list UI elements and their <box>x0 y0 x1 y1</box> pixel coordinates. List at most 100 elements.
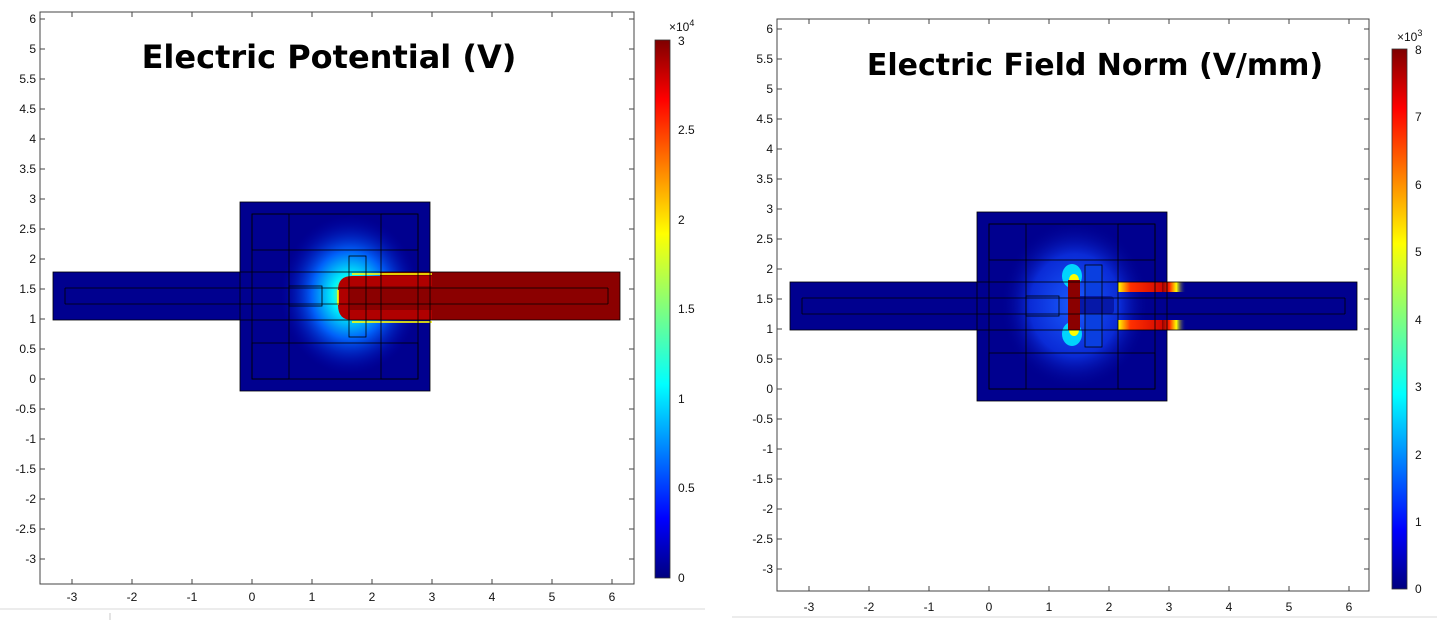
y-tick: 4 <box>29 132 36 146</box>
y-tick: -1.5 <box>752 472 773 486</box>
y-tick: 0.5 <box>19 342 36 356</box>
x-tick: 3 <box>1166 600 1173 614</box>
colorbar-tick: 6 <box>1415 178 1422 192</box>
colorbar-tick: 2.5 <box>678 123 695 137</box>
colorbar-tick: 0 <box>1415 582 1422 596</box>
colorbar-gradient <box>1391 48 1408 590</box>
colorbar: ×103 8 7 6 5 4 3 2 1 0 <box>1391 28 1422 596</box>
y-tick: -2.5 <box>15 522 36 536</box>
x-axis: -3 -2 -1 0 1 2 3 4 5 6 <box>804 19 1353 614</box>
y-tick: -1 <box>762 442 773 456</box>
hot-strip-top <box>1118 282 1168 292</box>
colorbar-exponent: ×104 <box>669 18 694 34</box>
x-tick-marks <box>71 12 613 584</box>
colorbar-tick: 1 <box>678 392 685 406</box>
colorbar-tick: 1 <box>1415 515 1422 529</box>
disc-neck <box>1080 296 1114 314</box>
y-tick: 3 <box>29 192 36 206</box>
x-tick: 6 <box>609 590 616 604</box>
y-tick: 0 <box>766 382 773 396</box>
x-tick: -2 <box>127 590 138 604</box>
colorbar-tick: 8 <box>1415 43 1422 57</box>
field-norm-map <box>789 211 1358 402</box>
y-tick: -1.5 <box>15 462 36 476</box>
hot-disc <box>1068 280 1080 330</box>
y-tick: 2.5 <box>756 232 773 246</box>
y-tick-marks <box>777 28 1369 570</box>
y-tick: 5 <box>766 82 773 96</box>
cup-electrode <box>338 276 432 320</box>
colorbar-gradient <box>654 39 671 579</box>
y-tick: -0.5 <box>15 402 36 416</box>
x-tick: 2 <box>1106 600 1113 614</box>
hot-strip-top-tip <box>1162 282 1186 292</box>
colorbar-tick: 2 <box>678 213 685 227</box>
x-tick: 1 <box>1046 600 1053 614</box>
x-tick-marks <box>808 19 1350 591</box>
hot-strip-bottom-tip <box>1162 320 1186 330</box>
y-tick: 1.5 <box>19 282 36 296</box>
x-tick: -1 <box>924 600 935 614</box>
colorbar-tick: 2 <box>1415 448 1422 462</box>
left-arm <box>53 272 243 320</box>
y-tick: 2 <box>766 262 773 276</box>
y-tick: 3 <box>766 202 773 216</box>
x-tick: -1 <box>187 590 198 604</box>
mesh-lines <box>789 211 1358 402</box>
cup-halo <box>337 273 432 323</box>
colorbar-tick: 3 <box>678 34 685 48</box>
y-tick: 3.5 <box>19 162 36 176</box>
y-tick-marks <box>40 18 634 560</box>
y-tick: -2.5 <box>752 532 773 546</box>
potential-field-map <box>52 201 621 392</box>
y-tick: 5.5 <box>19 72 36 86</box>
colorbar-tick: 0 <box>678 571 685 585</box>
x-tick: 1 <box>309 590 316 604</box>
x-tick: 2 <box>369 590 376 604</box>
y-tick: -2 <box>25 492 36 506</box>
panel-electric-field-norm: Electric Field Norm (V/mm) 6 5.5 5 4.5 4… <box>732 18 1437 618</box>
colorbar-tick: 4 <box>1415 313 1422 327</box>
hot-strip-bottom <box>1118 320 1168 330</box>
y-tick: 6 <box>766 22 773 36</box>
left-arm <box>790 282 990 330</box>
y-tick: 1 <box>766 322 773 336</box>
y-tick: 4.5 <box>756 112 773 126</box>
y-axis: 6 5.5 5 4.5 4 3.5 3 2.5 2 1.5 1 0.5 0 -0… <box>752 22 1369 576</box>
right-arm <box>1165 282 1357 330</box>
x-tick: 0 <box>986 600 993 614</box>
y-tick: -0.5 <box>752 412 773 426</box>
x-tick: -2 <box>864 600 875 614</box>
y-tick: -2 <box>762 502 773 516</box>
x-tick: 5 <box>549 590 556 604</box>
panel-electric-potential: Electric Potential (V) 6 5.5 5 4.5 4 3.5… <box>0 11 705 620</box>
y-tick: 5.5 <box>756 52 773 66</box>
y-tick: 0 <box>29 372 36 386</box>
x-tick: -3 <box>804 600 815 614</box>
x-tick: -3 <box>67 590 78 604</box>
colorbar: ×104 3 2.5 2 1.5 1 0.5 0 <box>654 18 695 585</box>
cup-inner <box>350 286 432 310</box>
colorbar-tick: 0.5 <box>678 481 695 495</box>
colorbar-tick: 5 <box>1415 245 1422 259</box>
y-tick: 4 <box>766 142 773 156</box>
plot-title: Electric Field Norm (V/mm) <box>867 48 1323 83</box>
y-tick: 1 <box>29 312 36 326</box>
x-tick: 5 <box>1286 600 1293 614</box>
x-tick: 4 <box>489 590 496 604</box>
x-tick: 0 <box>249 590 256 604</box>
y-tick-labels: 6 5.5 5 4.5 4 3.5 3 2.5 2 1.5 1 0.5 0 -0… <box>15 12 36 566</box>
y-tick: 3.5 <box>756 172 773 186</box>
colorbar-exponent: ×103 <box>1397 28 1422 44</box>
x-tick: 6 <box>1346 600 1353 614</box>
colorbar-tick: 7 <box>1415 110 1422 124</box>
y-tick: -1 <box>25 432 36 446</box>
y-tick: 5 <box>29 42 36 56</box>
y-tick: -3 <box>25 552 36 566</box>
y-tick: -3 <box>762 562 773 576</box>
x-tick: 3 <box>429 590 436 604</box>
x-tick: 4 <box>1226 600 1233 614</box>
y-tick: 4.5 <box>19 102 36 116</box>
y-axis: 6 5.5 5 4.5 4 3.5 3 2.5 2 1.5 1 0.5 0 -0… <box>15 12 634 566</box>
